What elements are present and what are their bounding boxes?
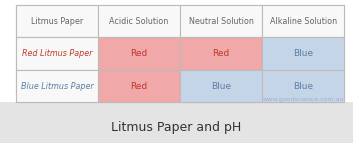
Text: Litmus Paper: Litmus Paper [31,17,83,26]
Text: Red: Red [130,49,148,58]
Bar [16,70,98,102]
Bar [0,102,353,143]
Bar [16,5,98,37]
Text: Red: Red [213,49,230,58]
Bar [262,5,344,37]
Text: www.goodscience.com.au: www.goodscience.com.au [263,97,344,102]
Text: Neutral Solution: Neutral Solution [189,17,253,26]
Bar [180,70,262,102]
Text: Blue: Blue [293,82,313,91]
Bar [98,70,180,102]
Bar [262,70,344,102]
Bar [0,0,353,102]
Text: Alkaline Solution: Alkaline Solution [270,17,337,26]
Bar [98,5,180,37]
Text: Acidic Solution: Acidic Solution [109,17,169,26]
Bar [16,37,98,70]
Text: Blue: Blue [211,82,231,91]
Text: Red Litmus Paper: Red Litmus Paper [22,49,92,58]
Text: Blue Litmus Paper: Blue Litmus Paper [20,82,93,91]
Bar [98,37,180,70]
Bar [180,5,262,37]
Text: Blue: Blue [293,49,313,58]
Bar [262,37,344,70]
Text: Red: Red [130,82,148,91]
Bar [180,37,262,70]
Text: Litmus Paper and pH: Litmus Paper and pH [112,121,241,134]
Bar [16,5,344,102]
